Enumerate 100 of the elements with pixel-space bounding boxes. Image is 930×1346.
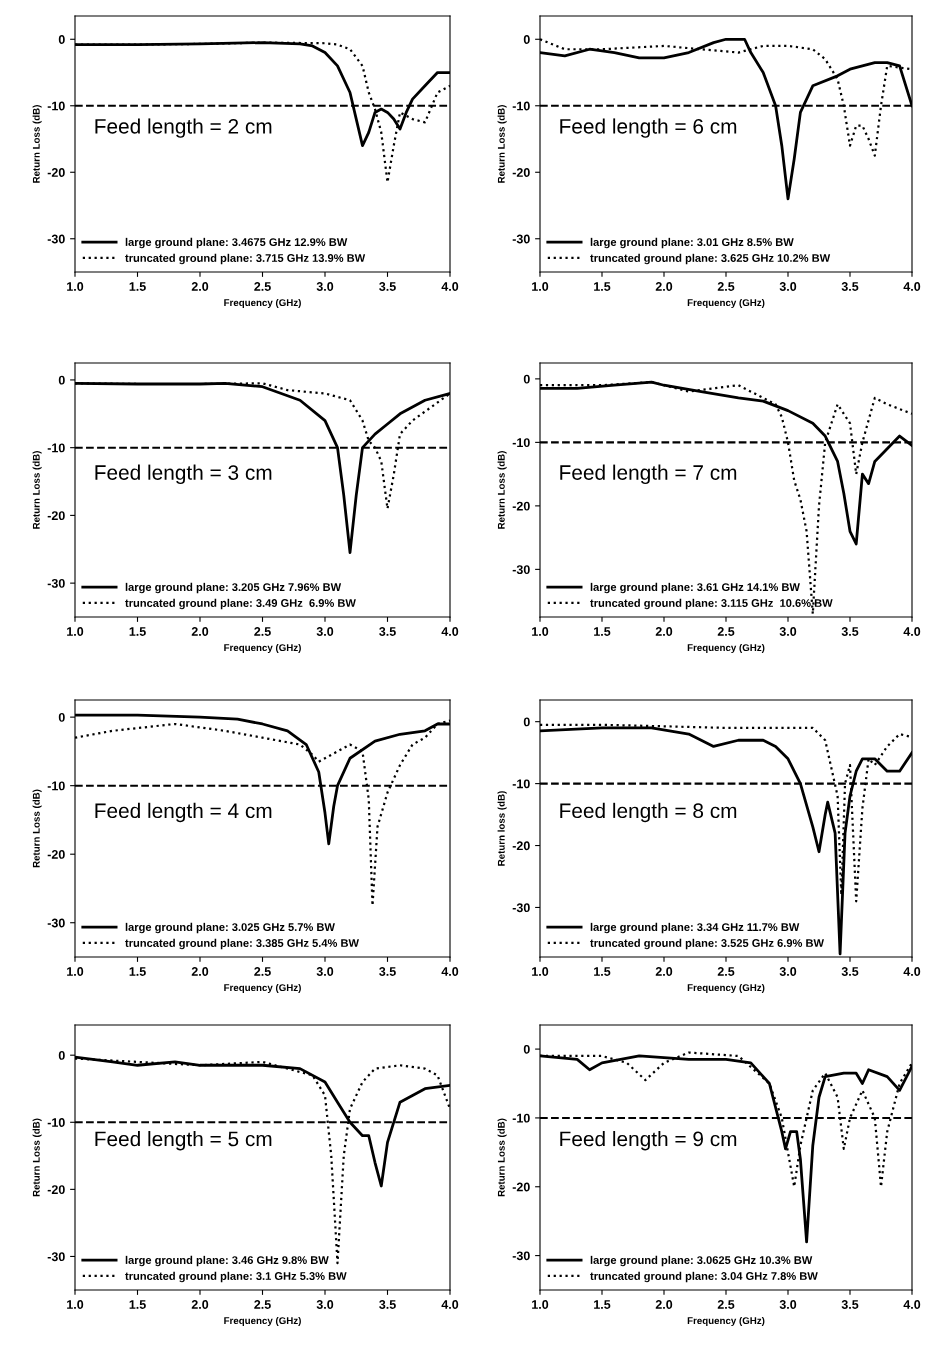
y-tick-label: 0 [523,35,530,44]
y-tick-label: -30 [47,578,65,588]
x-tick-label: 2.5 [254,967,271,976]
y-axis-title: Return loss (dB) [497,791,507,866]
x-tick-label: 2.5 [717,627,735,636]
y-tick-label: -20 [47,168,65,177]
legend-label: large ground plane: 3.0625 GHz 10.3% BW [590,1255,813,1267]
x-tick-label: 3.0 [779,1300,797,1309]
x-tick-label: 3.0 [316,967,334,976]
x-tick-label: 3.5 [841,282,859,291]
legend-label: large ground plane: 3.4675 GHz 12.9% BW [125,237,348,249]
x-tick-label: 4.0 [441,282,459,291]
annotation: Feed length = 5 cm [95,1131,272,1151]
x-tick-label: 1.5 [129,967,146,976]
x-tick-label: 1.0 [532,967,549,976]
x-tick-label: 3.5 [841,1300,859,1309]
annotation: Feed length = 6 cm [560,118,737,138]
x-tick-label: 4.0 [441,1300,459,1309]
x-tick-label: 1.0 [67,967,84,976]
x-axis-title: Frequency (GHz) [687,643,765,653]
y-tick-label: -30 [512,234,530,244]
legend-label: truncated ground plane: 3.1 GHz 5.3% BW [125,1271,347,1283]
x-tick-label: 2.0 [655,282,673,291]
y-tick-label: -20 [512,1182,530,1192]
x-tick-label: 2.0 [191,1300,209,1309]
x-tick-label: 2.5 [717,967,735,976]
x-axis-title: Frequency (GHz) [687,983,765,993]
y-tick-label: 0 [58,1050,65,1060]
y-tick-label: -10 [47,781,65,791]
y-tick-label: -10 [47,443,65,453]
legend-label: large ground plane: 3.61 GHz 14.1% BW [590,582,800,594]
y-tick-label: -20 [47,1185,65,1195]
x-tick-label: 2.5 [254,282,271,291]
x-tick-label: 2.5 [717,1300,735,1309]
x-axis-title: Frequency (GHz) [224,298,301,308]
y-tick-label: -30 [512,1251,530,1261]
x-tick-label: 3.0 [316,1300,334,1309]
legend-label: truncated ground plane: 3.625 GHz 10.2% BW [590,253,831,265]
legend-label: truncated ground plane: 3.525 GHz 6.9% BW [590,938,824,950]
x-tick-label: 3.0 [316,282,334,291]
annotation: Feed length = 3 cm [95,464,272,485]
x-tick-label: 2.0 [655,627,673,636]
x-tick-label: 1.0 [67,282,84,291]
y-tick-label: 0 [523,717,530,727]
x-axis-title: Frequency (GHz) [687,1316,765,1326]
y-tick-label: -10 [512,1113,530,1123]
y-axis-title: Return Loss (dB) [32,451,42,529]
x-tick-label: 1.5 [594,1300,611,1309]
x-tick-label: 3.0 [316,627,334,636]
y-tick-label: -30 [47,234,65,244]
x-tick-label: 3.0 [779,627,797,636]
y-tick-label: -30 [47,1252,65,1262]
x-tick-label: 1.5 [129,1300,146,1309]
y-axis-title: Return Loss (dB) [497,1118,507,1197]
x-tick-label: 1.5 [594,282,611,291]
x-tick-label: 2.0 [655,967,673,976]
y-tick-label: -10 [512,779,530,789]
y-tick-label: 0 [58,35,65,44]
x-tick-label: 4.0 [903,1300,921,1309]
y-tick-label: -30 [512,903,530,913]
x-tick-label: 1.5 [594,627,611,636]
x-axis-title: Frequency (GHz) [224,983,301,993]
legend-label: truncated ground plane: 3.115 GHz 10.6% BW [590,598,833,610]
x-tick-label: 1.0 [532,1300,549,1309]
x-tick-label: 1.5 [129,627,146,636]
y-tick-label: -20 [512,501,530,511]
x-tick-label: 2.0 [655,1300,673,1309]
legend-label: large ground plane: 3.025 GHz 5.7% BW [125,922,335,934]
x-tick-label: 4.0 [441,627,459,636]
annotation: Feed length = 8 cm [560,802,737,823]
x-tick-label: 3.5 [841,967,859,976]
x-tick-label: 2.0 [191,627,209,636]
y-axis-title: Return Loss (dB) [497,451,507,529]
x-tick-label: 2.5 [254,1300,271,1309]
annotation: Feed length = 7 cm [560,464,737,485]
y-axis-title: Return Loss (dB) [32,105,42,183]
y-tick-label: 0 [58,712,65,722]
x-tick-label: 3.0 [779,282,797,291]
legend-label: large ground plane: 3.46 GHz 9.8% BW [125,1255,329,1267]
x-tick-label: 4.0 [903,282,921,291]
legend-label: truncated ground plane: 3.715 GHz 13.9% BW [125,253,366,265]
y-tick-label: -10 [47,101,65,111]
y-tick-label: 0 [523,374,530,384]
y-tick-label: 0 [523,1044,530,1054]
x-axis-title: Frequency (GHz) [687,298,765,308]
x-tick-label: 4.0 [441,967,459,976]
annotation: Feed length = 2 cm [95,118,272,138]
x-tick-label: 3.5 [379,627,396,636]
y-axis-title: Return Loss (dB) [497,105,507,183]
x-tick-label: 2.0 [191,282,209,291]
x-axis-title: Frequency (GHz) [224,643,301,653]
x-tick-label: 1.0 [67,627,84,636]
y-tick-label: -30 [512,565,530,575]
y-tick-label: -20 [47,850,65,859]
y-tick-label: -20 [512,168,530,177]
legend-label: truncated ground plane: 3.04 GHz 7.8% BW [590,1271,818,1283]
x-tick-label: 3.0 [779,967,797,976]
x-tick-label: 3.5 [841,627,859,636]
y-tick-label: 0 [58,375,65,385]
legend-label: large ground plane: 3.205 GHz 7.96% BW [125,582,342,594]
